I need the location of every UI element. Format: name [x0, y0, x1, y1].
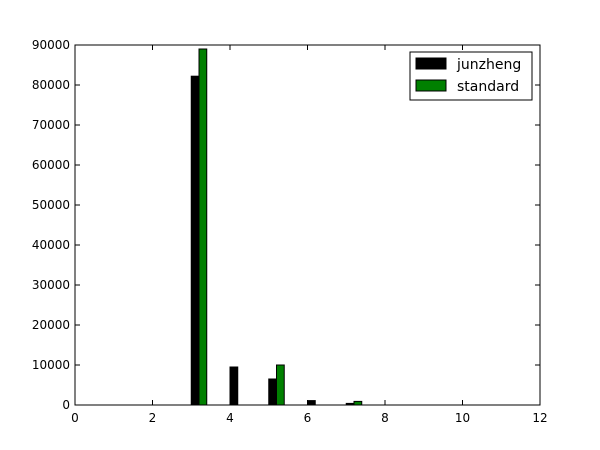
- x-tick-label-3: 6: [304, 411, 312, 425]
- legend-swatch-junzheng: [415, 57, 447, 70]
- y-tick-label-4: 40000: [32, 238, 70, 252]
- bar-standard-3: [198, 48, 208, 406]
- y-tick-label-1: 10000: [32, 358, 70, 372]
- bar-junzheng-3: [190, 75, 200, 406]
- legend-label-junzheng: junzheng: [456, 57, 521, 73]
- y-tick-label-8: 80000: [32, 78, 70, 92]
- y-tick-label-3: 30000: [32, 278, 70, 292]
- bar-junzheng-6: [307, 400, 316, 406]
- x-tick-label-4: 8: [381, 411, 389, 425]
- x-tick-label-6: 12: [532, 411, 547, 425]
- bar-junzheng-5: [268, 378, 277, 406]
- ticks-layer: 0 2 4 6 8 10 12 0 10000 20000 30000 40000 50000 60000…: [32, 38, 548, 425]
- x-tick-label-5: 10: [455, 411, 470, 425]
- bar-junzheng-4: [229, 366, 239, 406]
- x-tick-label-1: 2: [149, 411, 157, 425]
- legend: junzheng standard: [409, 51, 533, 101]
- y-tick-label-7: 70000: [32, 118, 70, 132]
- y-tick-label-0: 0: [62, 398, 70, 412]
- y-tick-label-2: 20000: [32, 318, 70, 332]
- y-tick-label-6: 60000: [32, 158, 70, 172]
- bar-standard-7: [353, 400, 363, 406]
- y-tick-label-5: 50000: [32, 198, 70, 212]
- plot-frame: [74, 44, 541, 406]
- bar-standard-5: [276, 364, 285, 406]
- y-tick-label-9: 90000: [32, 38, 70, 52]
- legend-label-standard: standard: [457, 79, 519, 95]
- legend-swatch-standard: [415, 79, 447, 92]
- x-tick-label-2: 4: [226, 411, 234, 425]
- x-tick-label-0: 0: [71, 411, 79, 425]
